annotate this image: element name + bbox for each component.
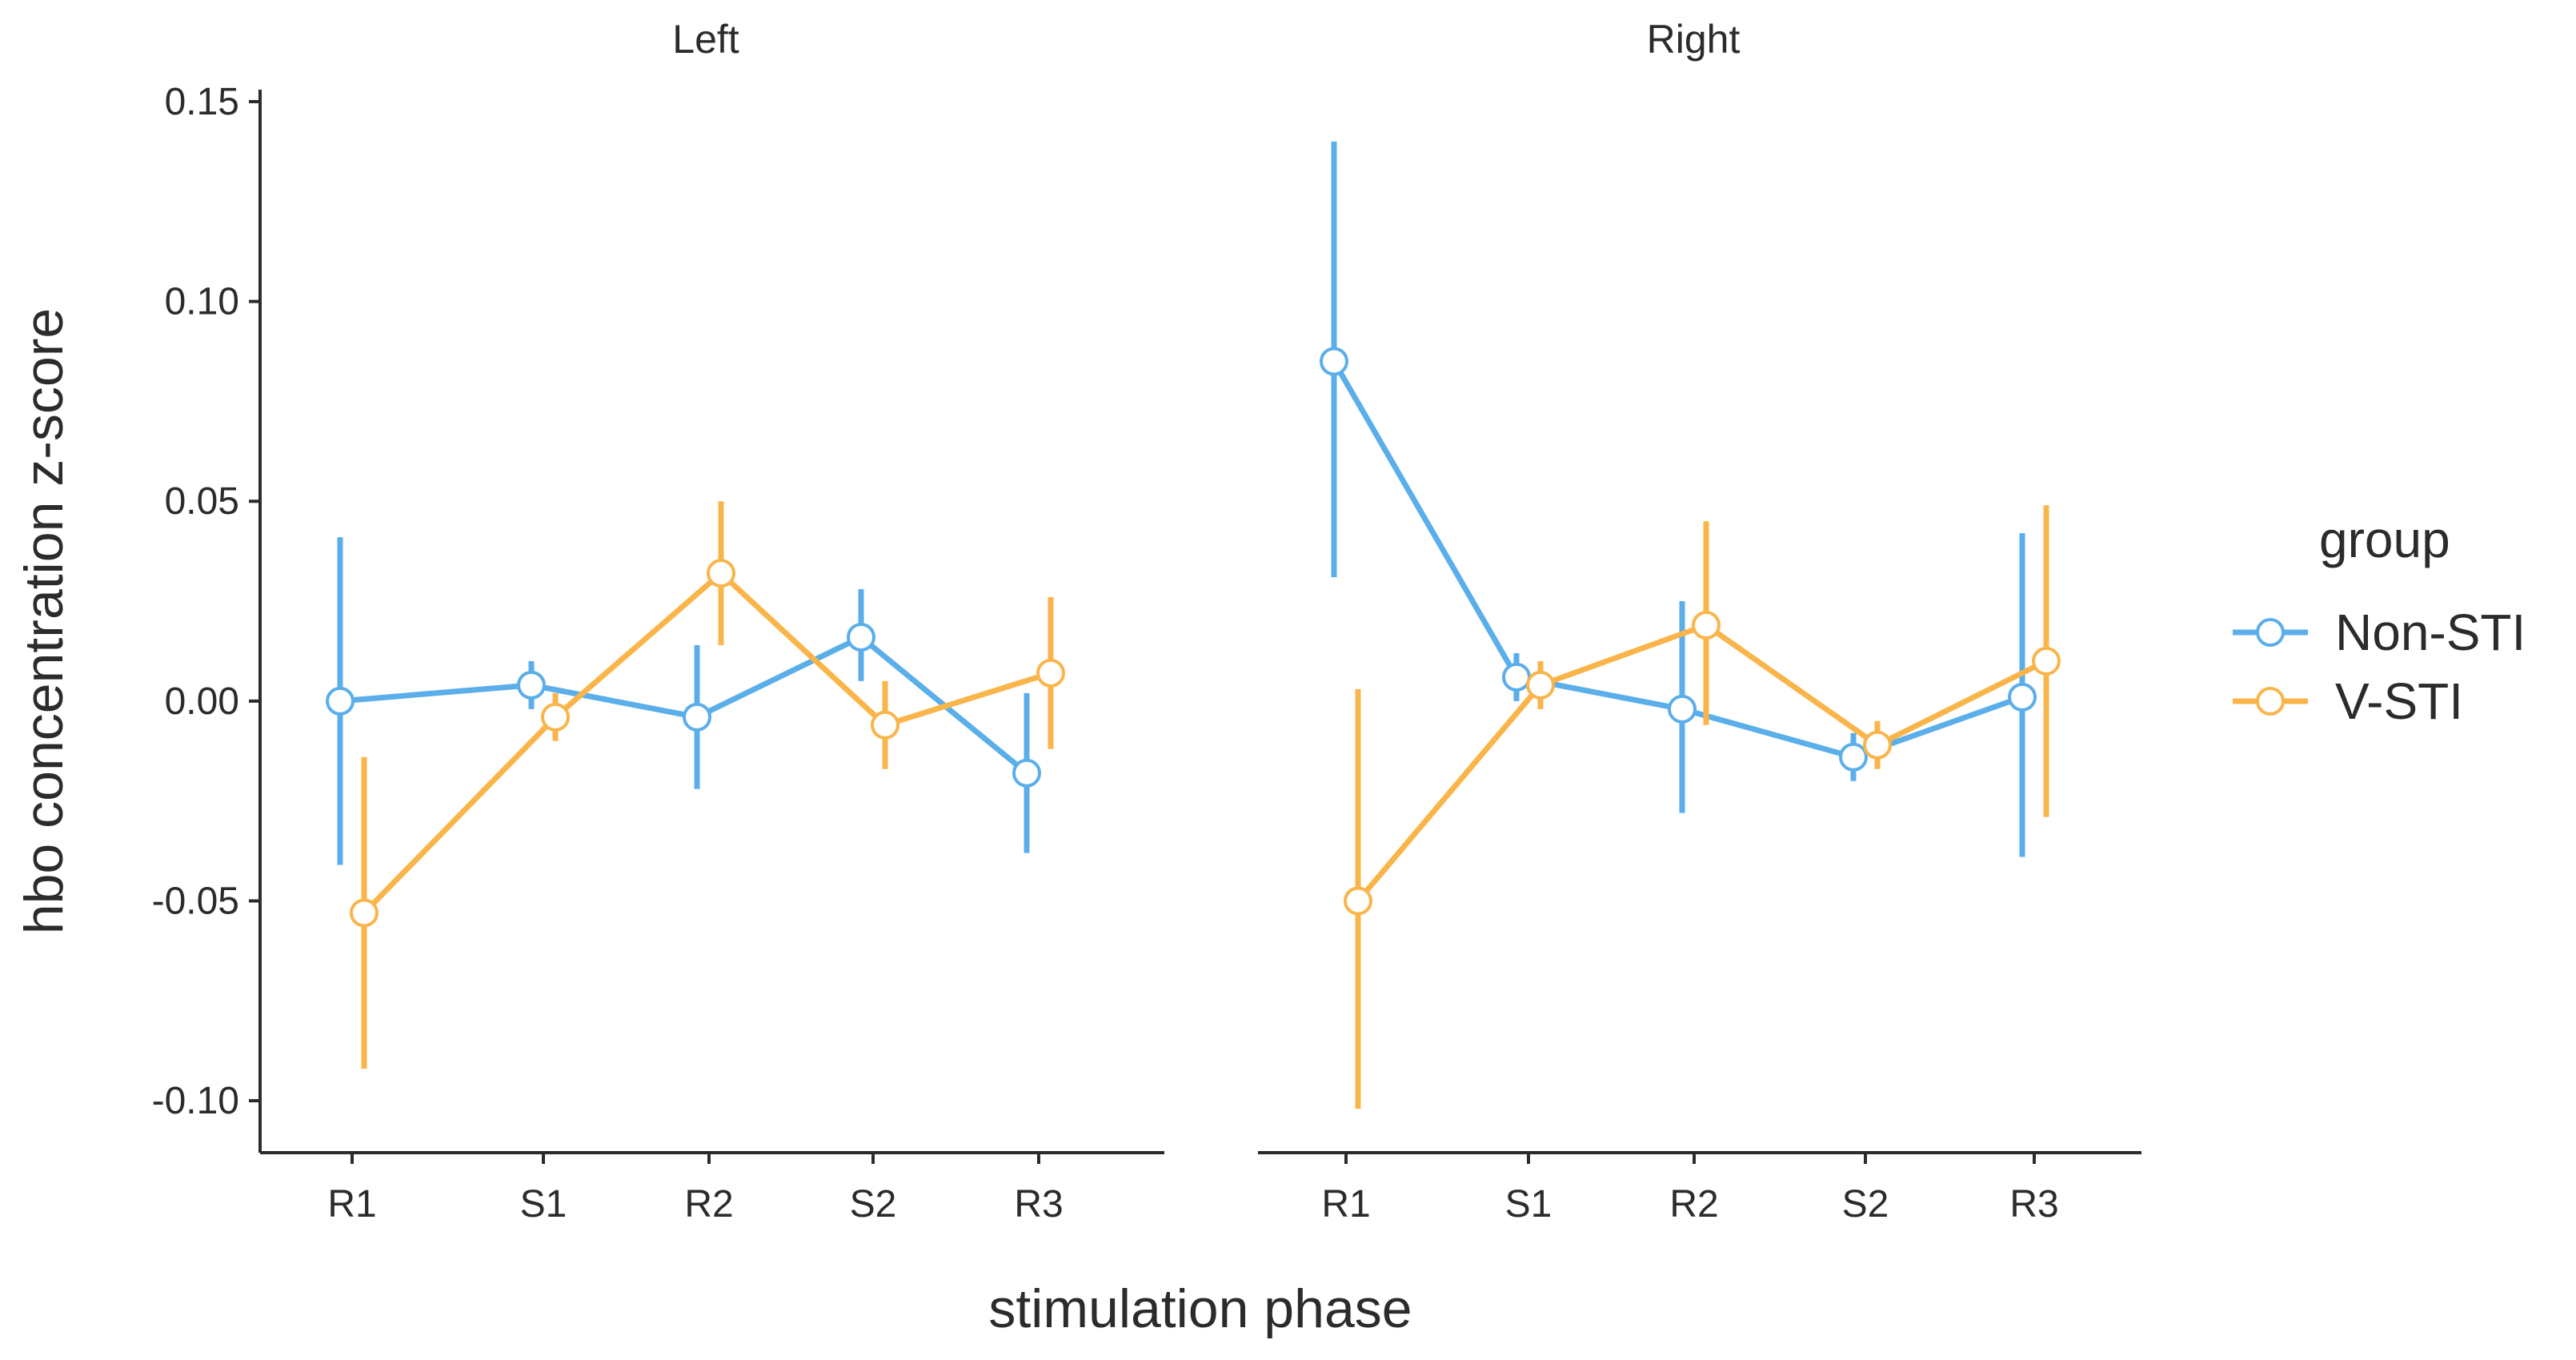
panel-title: Right [1647, 17, 1741, 62]
data-point [1344, 886, 1372, 916]
data-point [683, 702, 711, 732]
x-tick-label: R1 [327, 1183, 376, 1226]
series-v-sti [1344, 505, 2061, 1109]
legend-entry: V-STI [2233, 672, 2463, 730]
x-tick-label: R1 [1321, 1183, 1370, 1226]
series-line [339, 634, 1029, 776]
data-point [1036, 658, 1065, 688]
series-v-sti [350, 501, 1065, 1069]
data-point [541, 702, 570, 732]
legend-title: group [2319, 511, 2450, 568]
series-non-sti [326, 537, 1041, 865]
data-point [2032, 646, 2061, 676]
y-tick-label: 0.05 [165, 480, 239, 523]
legend-label: Non-STI [2335, 604, 2526, 661]
panel-title: Left [672, 17, 739, 62]
x-tick-label: S1 [520, 1183, 567, 1226]
legend-key-marker [2256, 687, 2285, 716]
data-point [1320, 347, 1348, 376]
x-tick-label: R2 [1669, 1183, 1718, 1226]
legend: group Non-STI V-STI [2233, 511, 2526, 730]
legend-key-marker [2256, 618, 2285, 647]
panel-right: Right R1 S1 R2 S2 R3 [1258, 17, 2141, 1226]
data-point [1012, 758, 1041, 788]
y-tick-label: 0.10 [165, 281, 239, 323]
data-point [1526, 670, 1555, 700]
legend-label: V-STI [2335, 672, 2463, 730]
data-point [707, 559, 735, 588]
data-point [847, 622, 875, 652]
y-tick-label: -0.10 [152, 1080, 239, 1122]
data-point [2008, 682, 2037, 712]
series-line [1356, 622, 2048, 903]
y-tick-label: 0.15 [165, 81, 239, 123]
x-tick-label: R3 [1014, 1183, 1063, 1226]
data-point [1692, 610, 1721, 640]
data-point [1502, 662, 1531, 692]
x-tick-label: R3 [2009, 1183, 2058, 1226]
legend-entry: Non-STI [2233, 604, 2526, 661]
panel-left: Left R1 S1 R2 S2 R3 [260, 17, 1164, 1226]
series-line [362, 570, 1052, 915]
data-point [1839, 742, 1868, 772]
data-point [350, 898, 379, 928]
y-tick-label: 0.00 [165, 680, 239, 723]
data-point [1668, 694, 1697, 724]
data-point [1863, 730, 1892, 760]
y-tick-label: -0.05 [152, 880, 239, 922]
x-tick-label: S2 [1842, 1183, 1889, 1226]
x-tick-label: R2 [684, 1183, 733, 1226]
data-point [871, 710, 899, 740]
y-axis-title: hbo concentration z-score [14, 308, 74, 934]
data-point [326, 686, 355, 716]
x-tick-label: S2 [850, 1183, 897, 1226]
data-point [517, 670, 546, 700]
x-axis-title: stimulation phase [988, 1278, 1412, 1339]
series-non-sti [1320, 141, 2037, 857]
x-tick-label: S1 [1505, 1183, 1552, 1226]
